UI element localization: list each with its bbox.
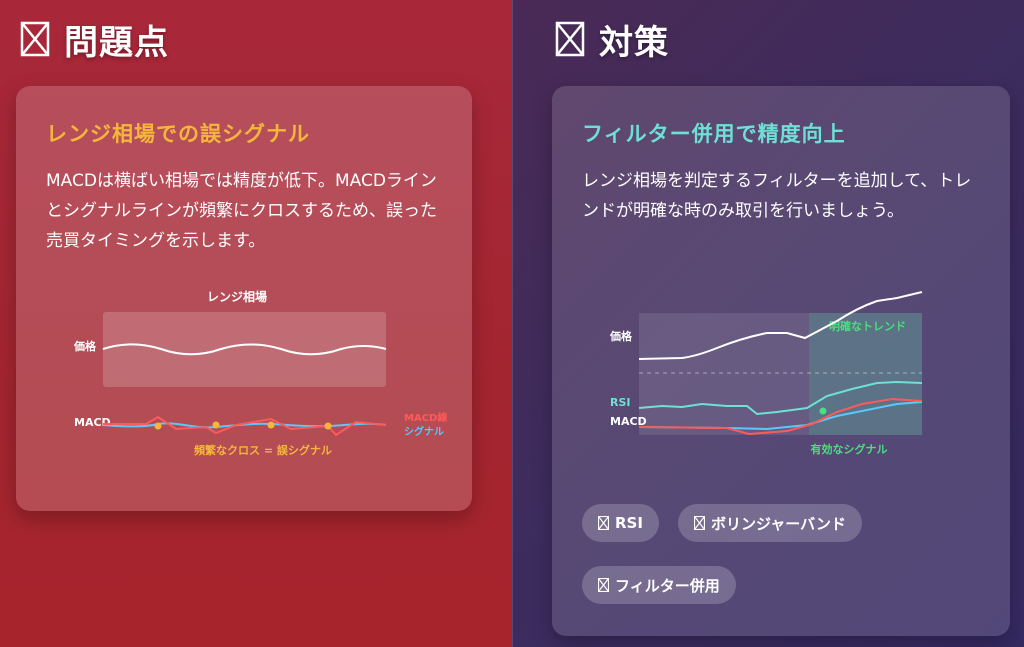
problem-heading-text: 問題点 [64, 22, 169, 63]
x-box-icon [598, 578, 609, 592]
chip-filter-combination[interactable]: フィルター併用 [582, 566, 736, 604]
chip-label: ボリンジャーバンド [711, 514, 846, 533]
trend-zone [809, 313, 922, 435]
signal-line [638, 401, 923, 431]
legend-macd-line: MACD線 [404, 411, 447, 424]
valid-signal-annotation: 有効なシグナル [811, 442, 888, 456]
solution-card: フィルター併用で精度向上 レンジ相場を判定するフィルターを追加して、トレンドが明… [552, 86, 1010, 636]
price-label: 価格 [609, 329, 633, 343]
macd-label: MACD [610, 415, 647, 428]
trend-zone-label: 明確なトレンド [829, 319, 906, 333]
macd-label: MACD [74, 416, 111, 429]
price-wave-line [102, 343, 387, 356]
problem-card: レンジ相場での誤シグナル MACDは横ばい相場では精度が低下。MACDラインとシ… [16, 86, 472, 511]
x-box-icon [694, 516, 705, 530]
chip-bollinger-band[interactable]: ボリンジャーバンド [678, 504, 862, 542]
x-box-icon [20, 21, 50, 57]
range-chart-title: レンジ相場 [207, 289, 267, 304]
x-box-icon [598, 516, 609, 530]
chip-label: RSI [615, 514, 643, 532]
solution-heading-text: 対策 [599, 22, 669, 63]
valid-signal-marker [819, 407, 827, 415]
chip-label: フィルター併用 [615, 576, 720, 595]
problem-card-description: MACDは横ばい相場では精度が低下。MACDラインとシグナルラインが頻繁にクロス… [46, 171, 437, 251]
chip-rsi[interactable]: RSI [582, 504, 659, 542]
cross-marker [212, 421, 220, 429]
solution-card-title: フィルター併用で精度向上 [582, 122, 846, 146]
signal-line [102, 422, 387, 429]
rsi-line [638, 380, 923, 416]
price-range-box [103, 312, 386, 387]
range-market-diagram: レンジ相場 価格 MACD MACD線 シグナル 頻繁なクロス = 誤シグナル [73, 289, 447, 457]
range-zone [639, 313, 809, 435]
solution-card-description: レンジ相場を判定するフィルターを追加して、トレンドが明確な時のみ取引を行いましょ… [582, 171, 972, 221]
problem-panel: 問題点 レンジ相場での誤シグナル MACDは横ばい相場では精度が低下。MACDラ… [0, 0, 512, 647]
legend-signal-line: シグナル [404, 425, 444, 438]
cross-marker [154, 422, 162, 430]
macd-line [103, 415, 387, 437]
problem-heading: 問題点 [20, 14, 169, 64]
macd-line [638, 397, 923, 436]
x-box-icon [555, 21, 585, 57]
solution-heading: 対策 [555, 14, 669, 64]
false-signal-annotation: 頻繁なクロス = 誤シグナル [194, 443, 332, 457]
problem-card-title: レンジ相場での誤シグナル [46, 122, 310, 146]
cross-marker [267, 421, 275, 429]
price-label: 価格 [73, 339, 97, 353]
cross-marker [324, 422, 332, 430]
rsi-label: RSI [610, 396, 631, 409]
solution-panel: 対策 フィルター併用で精度向上 レンジ相場を判定するフィルターを追加して、トレン… [512, 0, 1024, 647]
filter-trend-diagram: 明確なトレンド 価格 RSI MACD 有効なシグナル [609, 291, 923, 456]
price-trend-line [638, 291, 923, 360]
